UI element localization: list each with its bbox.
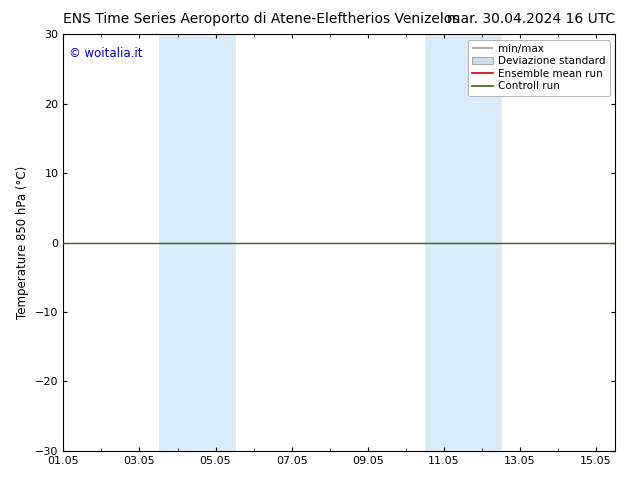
Y-axis label: Temperature 850 hPa (°C): Temperature 850 hPa (°C) — [16, 166, 30, 319]
Legend: min/max, Deviazione standard, Ensemble mean run, Controll run: min/max, Deviazione standard, Ensemble m… — [468, 40, 610, 96]
Bar — [463, 34, 501, 451]
Text: mar. 30.04.2024 16 UTC: mar. 30.04.2024 16 UTC — [447, 12, 615, 26]
Bar — [158, 34, 197, 451]
Bar — [197, 34, 235, 451]
Text: © woitalia.it: © woitalia.it — [69, 47, 143, 60]
Bar — [425, 34, 463, 451]
Text: ENS Time Series Aeroporto di Atene-Eleftherios Venizelos: ENS Time Series Aeroporto di Atene-Eleft… — [63, 12, 460, 26]
